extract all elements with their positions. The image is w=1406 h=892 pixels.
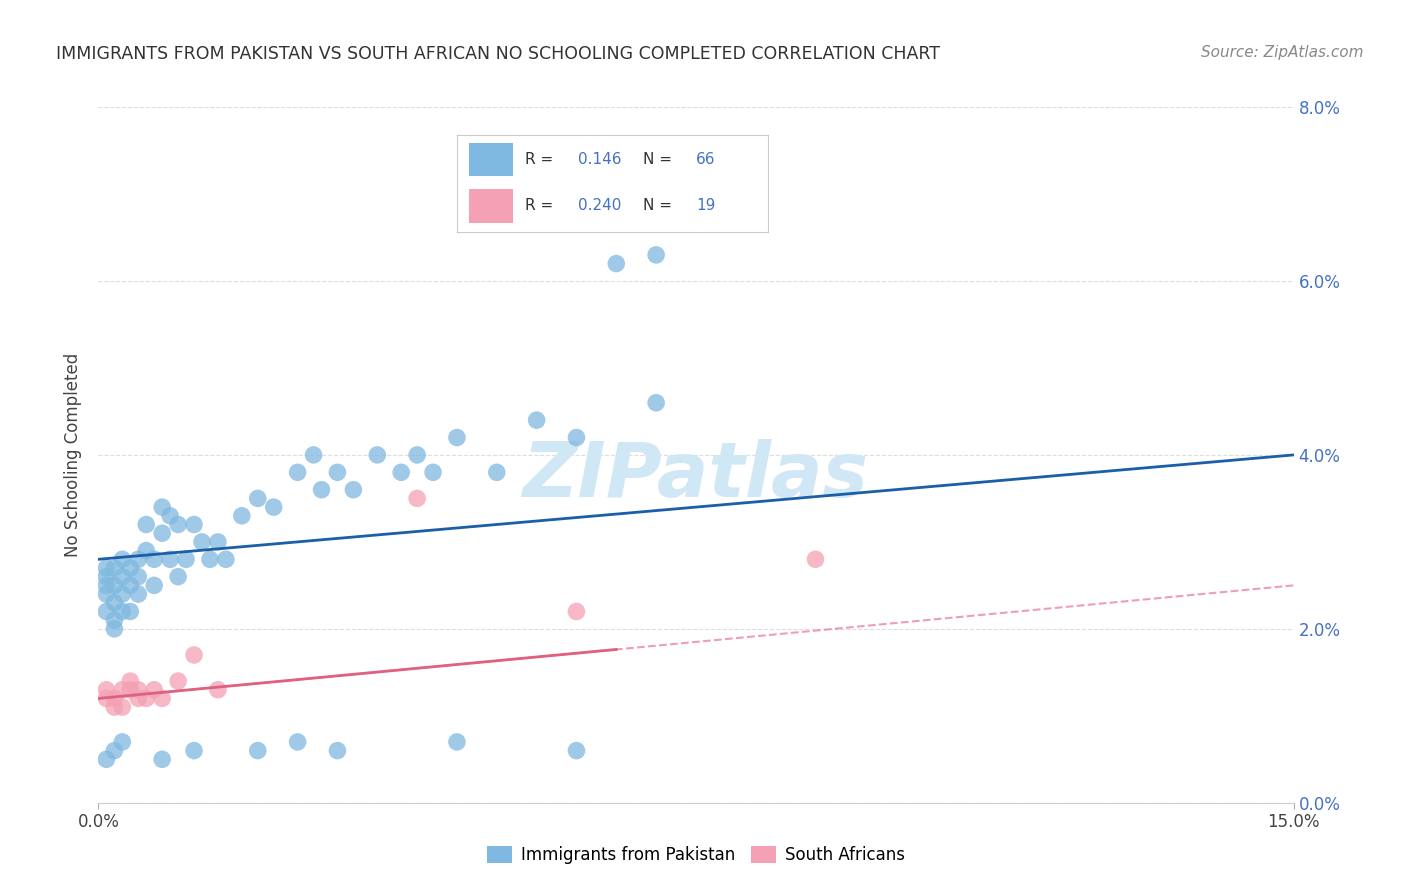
Immigrants from Pakistan — [183, 744, 205, 758]
Immigrants from Pakistan — [406, 448, 429, 462]
Immigrants from Pakistan — [127, 587, 149, 601]
South Africans — [127, 691, 149, 706]
Immigrants from Pakistan — [150, 500, 173, 514]
South Africans — [150, 691, 173, 706]
South Africans — [120, 674, 142, 689]
Immigrants from Pakistan — [605, 152, 627, 166]
Immigrants from Pakistan — [366, 448, 388, 462]
Immigrants from Pakistan — [135, 517, 157, 532]
South Africans — [96, 691, 118, 706]
South Africans — [103, 691, 125, 706]
Immigrants from Pakistan — [246, 744, 269, 758]
Text: ZIPatlas: ZIPatlas — [523, 439, 869, 513]
Immigrants from Pakistan — [485, 466, 508, 480]
Immigrants from Pakistan — [96, 587, 118, 601]
Immigrants from Pakistan — [135, 543, 157, 558]
Immigrants from Pakistan — [526, 413, 548, 427]
Immigrants from Pakistan — [645, 248, 668, 262]
Immigrants from Pakistan — [159, 508, 181, 523]
Immigrants from Pakistan — [103, 561, 125, 575]
South Africans — [804, 552, 827, 566]
South Africans — [111, 700, 134, 714]
Immigrants from Pakistan — [150, 752, 173, 766]
Immigrants from Pakistan — [565, 744, 588, 758]
Immigrants from Pakistan — [111, 735, 134, 749]
Immigrants from Pakistan — [446, 735, 468, 749]
Immigrants from Pakistan — [207, 534, 229, 549]
Immigrants from Pakistan — [96, 570, 118, 584]
South Africans — [183, 648, 205, 662]
Legend: Immigrants from Pakistan, South Africans: Immigrants from Pakistan, South Africans — [481, 839, 911, 871]
Immigrants from Pakistan — [143, 578, 166, 592]
Immigrants from Pakistan — [120, 605, 142, 619]
Immigrants from Pakistan — [605, 257, 627, 271]
South Africans — [135, 691, 157, 706]
Immigrants from Pakistan — [120, 578, 142, 592]
Immigrants from Pakistan — [96, 752, 118, 766]
Immigrants from Pakistan — [342, 483, 364, 497]
Immigrants from Pakistan — [645, 395, 668, 409]
Immigrants from Pakistan — [215, 552, 238, 566]
South Africans — [207, 682, 229, 697]
Immigrants from Pakistan — [326, 744, 349, 758]
Immigrants from Pakistan — [96, 605, 118, 619]
Immigrants from Pakistan — [111, 570, 134, 584]
Immigrants from Pakistan — [389, 466, 412, 480]
Immigrants from Pakistan — [111, 587, 134, 601]
Text: Source: ZipAtlas.com: Source: ZipAtlas.com — [1201, 45, 1364, 60]
Immigrants from Pakistan — [167, 570, 190, 584]
Text: IMMIGRANTS FROM PAKISTAN VS SOUTH AFRICAN NO SCHOOLING COMPLETED CORRELATION CHA: IMMIGRANTS FROM PAKISTAN VS SOUTH AFRICA… — [56, 45, 941, 62]
Immigrants from Pakistan — [167, 517, 190, 532]
Immigrants from Pakistan — [565, 430, 588, 444]
Immigrants from Pakistan — [96, 561, 118, 575]
Immigrants from Pakistan — [326, 466, 349, 480]
South Africans — [103, 700, 125, 714]
South Africans — [120, 682, 142, 697]
Immigrants from Pakistan — [246, 491, 269, 506]
Immigrants from Pakistan — [191, 534, 214, 549]
Immigrants from Pakistan — [103, 596, 125, 610]
Immigrants from Pakistan — [127, 552, 149, 566]
South Africans — [565, 605, 588, 619]
South Africans — [143, 682, 166, 697]
Immigrants from Pakistan — [111, 552, 134, 566]
South Africans — [111, 682, 134, 697]
Immigrants from Pakistan — [198, 552, 221, 566]
Immigrants from Pakistan — [103, 578, 125, 592]
Immigrants from Pakistan — [150, 526, 173, 541]
Immigrants from Pakistan — [311, 483, 333, 497]
Immigrants from Pakistan — [287, 735, 309, 749]
Immigrants from Pakistan — [183, 517, 205, 532]
Y-axis label: No Schooling Completed: No Schooling Completed — [65, 353, 83, 557]
Immigrants from Pakistan — [103, 622, 125, 636]
Immigrants from Pakistan — [174, 552, 197, 566]
Immigrants from Pakistan — [111, 605, 134, 619]
Immigrants from Pakistan — [231, 508, 253, 523]
Immigrants from Pakistan — [302, 448, 325, 462]
Immigrants from Pakistan — [120, 561, 142, 575]
South Africans — [127, 682, 149, 697]
Immigrants from Pakistan — [287, 466, 309, 480]
South Africans — [406, 491, 429, 506]
Immigrants from Pakistan — [143, 552, 166, 566]
Immigrants from Pakistan — [103, 744, 125, 758]
Immigrants from Pakistan — [263, 500, 285, 514]
Immigrants from Pakistan — [422, 466, 444, 480]
Immigrants from Pakistan — [159, 552, 181, 566]
Immigrants from Pakistan — [446, 430, 468, 444]
Immigrants from Pakistan — [96, 578, 118, 592]
South Africans — [96, 682, 118, 697]
Immigrants from Pakistan — [127, 570, 149, 584]
South Africans — [167, 674, 190, 689]
Immigrants from Pakistan — [103, 613, 125, 627]
